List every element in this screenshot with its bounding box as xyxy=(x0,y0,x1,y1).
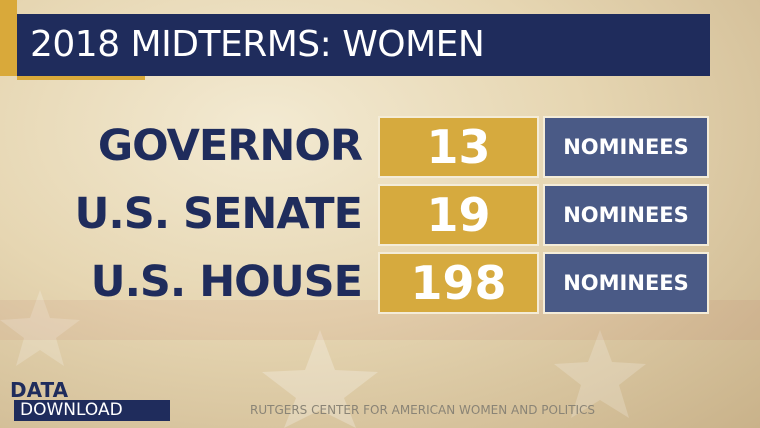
logo-top: DATA_ xyxy=(10,378,79,402)
row-label: GOVERNOR xyxy=(97,121,363,171)
title: 2018 MIDTERMS: WOMEN xyxy=(30,24,485,65)
source: RUTGERS CENTER FOR AMERICAN WOMEN AND PO… xyxy=(250,403,596,417)
row-label: U.S. SENATE xyxy=(74,189,363,239)
accent-bar xyxy=(0,0,17,76)
row-value: 13 xyxy=(378,116,539,178)
title-bar xyxy=(17,14,710,76)
row-unit: NOMINEES xyxy=(543,252,709,314)
row-value: 19 xyxy=(378,184,539,246)
accent-bar xyxy=(17,76,145,80)
row-value: 198 xyxy=(378,252,539,314)
logo-bottom: DOWNLOAD xyxy=(14,400,170,421)
row-label: U.S. HOUSE xyxy=(90,257,363,307)
row-unit: NOMINEES xyxy=(543,184,709,246)
row-unit: NOMINEES xyxy=(543,116,709,178)
